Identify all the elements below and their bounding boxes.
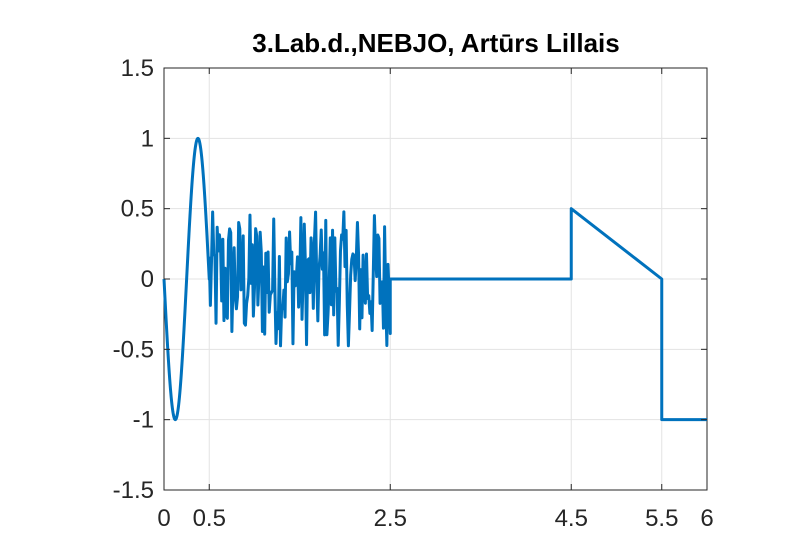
y-tick-label: -1 (133, 407, 154, 434)
x-tick-label: 2.5 (374, 505, 407, 532)
y-tick-label: -1.5 (113, 477, 154, 504)
y-tick-label: -0.5 (113, 336, 154, 363)
y-axis-ticks: 1.5 1 0.5 0 -0.5 -1 -1.5 (113, 55, 707, 504)
chart-title: 3.Lab.d.,NEBJO, Artūrs Lillais (252, 28, 619, 58)
y-tick-label: 0 (141, 266, 154, 293)
y-tick-label: 0.5 (121, 196, 154, 223)
y-tick-label: 1.5 (121, 55, 154, 82)
x-tick-label: 0 (157, 505, 170, 532)
x-axis-ticks: 0 0.5 2.5 4.5 5.5 6 (157, 68, 714, 532)
x-tick-label: 0.5 (193, 505, 226, 532)
x-tick-label: 4.5 (555, 505, 588, 532)
series-line (162, 136, 707, 422)
y-tick-label: 1 (141, 125, 154, 152)
x-tick-label: 5.5 (645, 505, 678, 532)
series-layer (162, 136, 707, 422)
x-tick-label: 6 (700, 505, 713, 532)
